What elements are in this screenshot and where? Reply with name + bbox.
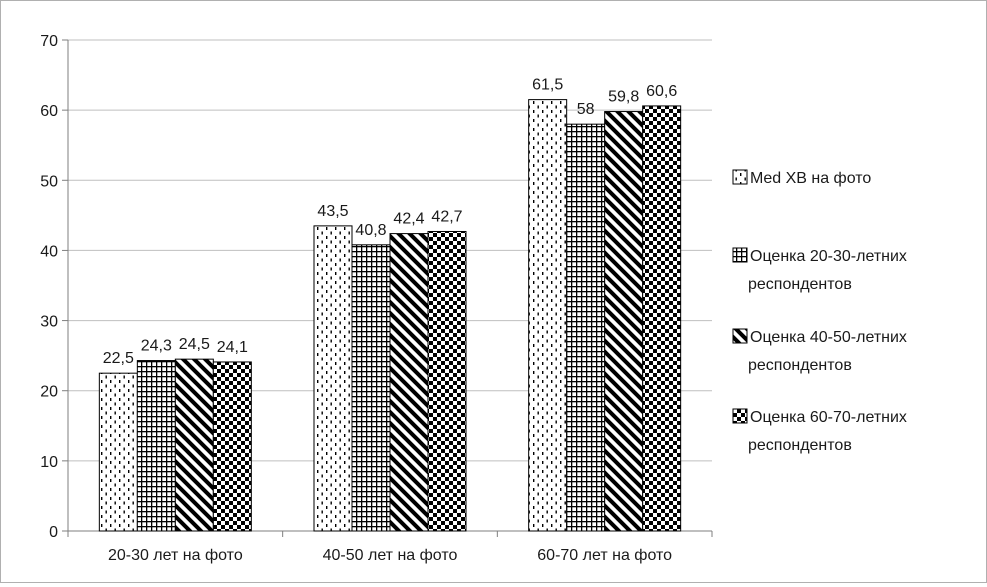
data-label: 22,5 [103, 350, 134, 367]
data-label: 58 [577, 101, 595, 118]
y-tick-label: 30 [40, 314, 58, 331]
data-label: 60,6 [646, 83, 677, 100]
y-tick-label: 20 [40, 384, 58, 401]
bar-3-3 [604, 111, 644, 532]
bar-3-1 [174, 358, 214, 532]
bar-3-2 [389, 233, 429, 532]
bars [98, 99, 682, 532]
legend-label: респондентов [748, 437, 852, 454]
legend-label: Med XB на фото [750, 170, 871, 187]
legend-label: респондентов [748, 276, 852, 293]
bar-2-1 [136, 360, 176, 532]
y-tick-label: 60 [40, 103, 58, 120]
bar-4-2 [427, 230, 467, 532]
x-tick-label: 20-30 лет на фото [108, 547, 243, 564]
bar-1-2 [313, 225, 353, 532]
bar-2-2 [351, 244, 391, 532]
bar-4-3 [642, 105, 682, 532]
y-tick-label: 40 [40, 243, 58, 260]
legend-label: Оценка 40-50-летних [750, 329, 907, 346]
legend: Med XB на фото Оценка 20-30-летних респонд… [732, 169, 907, 454]
y-axis-ticks: 0 10 20 30 40 50 60 70 [40, 33, 58, 541]
data-label: 24,5 [179, 336, 210, 353]
legend-swatch [732, 328, 748, 344]
data-label: 24,1 [217, 339, 248, 356]
legend-label: Оценка 60-70-летних [750, 409, 907, 426]
legend-label: Оценка 20-30-летних [750, 248, 907, 265]
data-label: 43,5 [317, 203, 348, 220]
legend-label: респондентов [748, 357, 852, 374]
data-label: 24,3 [141, 338, 172, 355]
data-label: 61,5 [532, 77, 563, 94]
data-label: 42,4 [393, 211, 424, 228]
data-label: 40,8 [355, 222, 386, 239]
x-tick-label: 40-50 лет на фото [323, 547, 458, 564]
bar-4-1 [212, 361, 252, 532]
data-label: 59,8 [608, 89, 639, 106]
x-tick-label: 60-70 лет на фото [537, 547, 672, 564]
legend-swatch [732, 408, 748, 424]
data-labels: 22,5 24,3 24,5 24,1 43,5 40,8 42,4 42,7 61,5 58 59… [103, 77, 678, 368]
bar-1-1 [98, 372, 138, 532]
legend-swatch [732, 247, 748, 263]
legend-swatch [732, 169, 748, 185]
y-tick-label: 0 [49, 524, 58, 541]
y-tick-label: 70 [40, 33, 58, 50]
data-label: 42,7 [431, 208, 462, 225]
y-tick-label: 50 [40, 173, 58, 190]
y-tick-label: 10 [40, 454, 58, 471]
x-axis-ticks: 20-30 лет на фото 40-50 лет на фото 60-70 … [108, 547, 672, 564]
bar-1-3 [528, 99, 568, 532]
bar-2-3 [566, 123, 606, 532]
